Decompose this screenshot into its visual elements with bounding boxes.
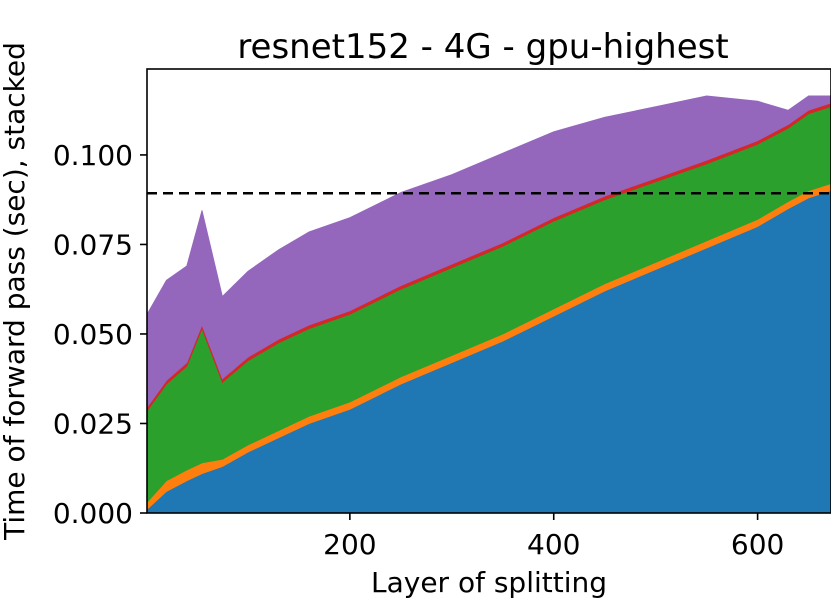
chart-title: resnet152 - 4G - gpu-highest (237, 27, 728, 67)
stacked-areas (146, 95, 831, 514)
x-tick-label: 600 (731, 528, 784, 561)
y-tick-label: 0.025 (53, 407, 133, 440)
plot-frame (146, 68, 831, 514)
x-tick-label: 400 (527, 528, 580, 561)
x-tick-label: 200 (323, 528, 376, 561)
y-axis: 0.000 0.025 0.050 0.075 0.100 (53, 139, 147, 530)
x-axis-label: Layer of splitting (371, 566, 607, 599)
x-axis: 200 400 600 (323, 513, 784, 561)
y-tick-label: 0.050 (53, 318, 133, 351)
y-tick-label: 0.100 (53, 139, 133, 172)
y-tick-label: 0.075 (53, 228, 133, 261)
y-axis-label: Time of forward pass (sec), stacked (0, 42, 31, 541)
area-series-5 (146, 95, 831, 409)
y-tick-label: 0.000 (53, 497, 133, 530)
